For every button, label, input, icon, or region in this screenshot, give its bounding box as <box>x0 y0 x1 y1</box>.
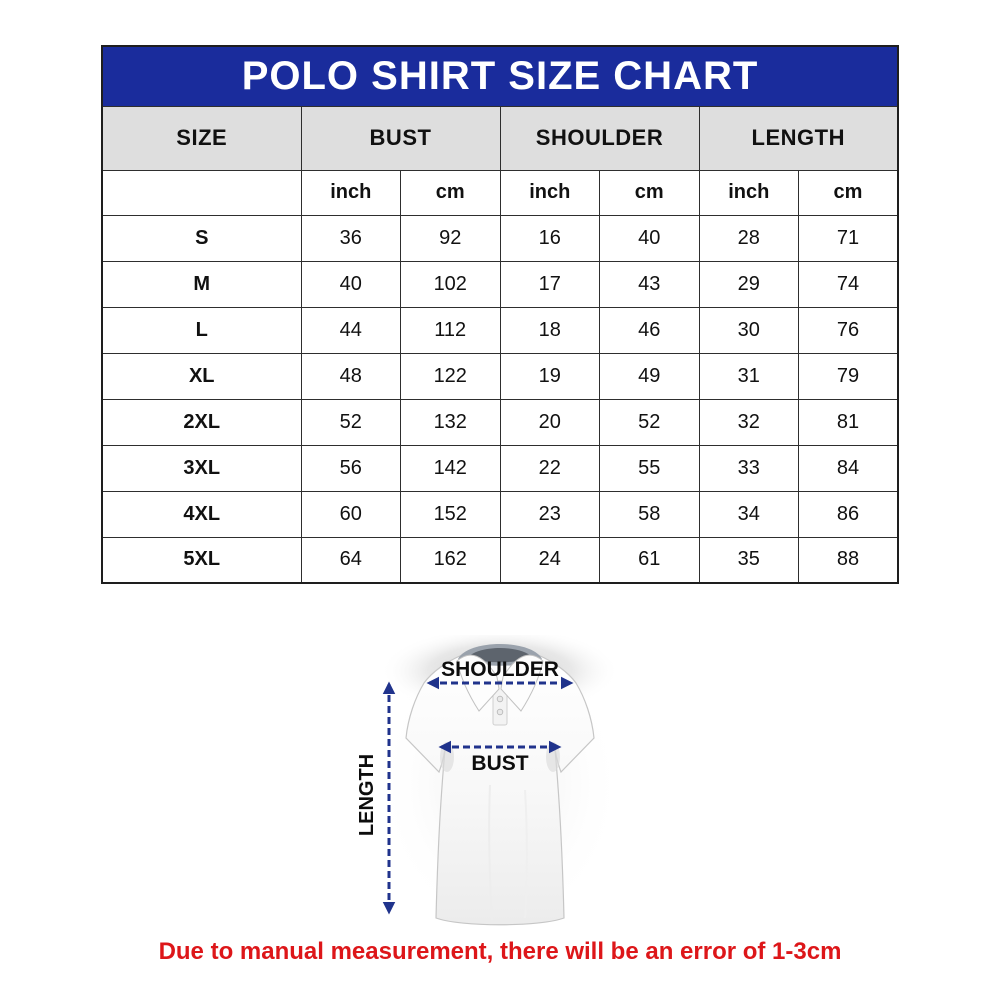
value-cell: 18 <box>499 306 600 354</box>
value-cell: 40 <box>300 260 401 308</box>
page-title: POLO SHIRT SIZE CHART <box>101 45 899 107</box>
size-chart-table: POLO SHIRT SIZE CHART SIZE BUST SHOULDER… <box>101 45 899 584</box>
value-cell: 112 <box>400 306 501 354</box>
value-cell: 142 <box>400 444 501 492</box>
unit-cell: inch <box>300 169 401 216</box>
empty-cell <box>101 169 302 216</box>
table-row: 3XL 56 142 22 55 33 84 <box>101 444 899 492</box>
value-cell: 19 <box>499 352 600 400</box>
size-cell: S <box>101 214 302 262</box>
value-cell: 52 <box>599 398 700 446</box>
header-bust: BUST <box>300 105 501 171</box>
value-cell: 152 <box>400 490 501 538</box>
value-cell: 122 <box>400 352 501 400</box>
value-cell: 43 <box>599 260 700 308</box>
value-cell: 58 <box>599 490 700 538</box>
value-cell: 28 <box>698 214 799 262</box>
value-cell: 22 <box>499 444 600 492</box>
value-cell: 31 <box>698 352 799 400</box>
value-cell: 46 <box>599 306 700 354</box>
value-cell: 81 <box>798 398 899 446</box>
size-cell: L <box>101 306 302 354</box>
size-cell: XL <box>101 352 302 400</box>
value-cell: 92 <box>400 214 501 262</box>
value-cell: 79 <box>798 352 899 400</box>
size-cell: 2XL <box>101 398 302 446</box>
table-row: 4XL 60 152 23 58 34 86 <box>101 490 899 538</box>
table-row: L 44 112 18 46 30 76 <box>101 306 899 354</box>
value-cell: 86 <box>798 490 899 538</box>
header-shoulder: SHOULDER <box>499 105 700 171</box>
value-cell: 71 <box>798 214 899 262</box>
table-row: M 40 102 17 43 29 74 <box>101 260 899 308</box>
value-cell: 84 <box>798 444 899 492</box>
value-cell: 49 <box>599 352 700 400</box>
unit-cell: cm <box>798 169 899 216</box>
unit-cell: inch <box>499 169 600 216</box>
value-cell: 132 <box>400 398 501 446</box>
value-cell: 32 <box>698 398 799 446</box>
value-cell: 48 <box>300 352 401 400</box>
table-row: 5XL 64 162 24 61 35 88 <box>101 536 899 584</box>
table-row: 2XL 52 132 20 52 32 81 <box>101 398 899 446</box>
polo-measurement-diagram: SHOULDER BUST LENGTH <box>356 635 625 935</box>
header-row: SIZE BUST SHOULDER LENGTH <box>101 105 899 171</box>
size-cell: 4XL <box>101 490 302 538</box>
value-cell: 23 <box>499 490 600 538</box>
value-cell: 36 <box>300 214 401 262</box>
value-cell: 55 <box>599 444 700 492</box>
value-cell: 40 <box>599 214 700 262</box>
value-cell: 17 <box>499 260 600 308</box>
unit-row: inch cm inch cm inch cm <box>101 169 899 216</box>
value-cell: 60 <box>300 490 401 538</box>
value-cell: 44 <box>300 306 401 354</box>
polo-shirt-illustration <box>405 644 595 926</box>
value-cell: 30 <box>698 306 799 354</box>
value-cell: 61 <box>599 536 700 584</box>
unit-cell: inch <box>698 169 799 216</box>
header-size: SIZE <box>101 105 302 171</box>
table-row: S 36 92 16 40 28 71 <box>101 214 899 262</box>
value-cell: 64 <box>300 536 401 584</box>
size-cell: 3XL <box>101 444 302 492</box>
button <box>496 708 504 716</box>
value-cell: 35 <box>698 536 799 584</box>
length-label: LENGTH <box>356 754 378 836</box>
value-cell: 20 <box>499 398 600 446</box>
value-cell: 24 <box>499 536 600 584</box>
value-cell: 76 <box>798 306 899 354</box>
value-cell: 16 <box>499 214 600 262</box>
value-cell: 33 <box>698 444 799 492</box>
value-cell: 29 <box>698 260 799 308</box>
size-cell: 5XL <box>101 536 302 584</box>
unit-cell: cm <box>599 169 700 216</box>
shoulder-label: SHOULDER <box>441 658 559 681</box>
value-cell: 56 <box>300 444 401 492</box>
title-bar: POLO SHIRT SIZE CHART <box>101 45 899 107</box>
value-cell: 74 <box>798 260 899 308</box>
table-row: XL 48 122 19 49 31 79 <box>101 352 899 400</box>
unit-cell: cm <box>400 169 501 216</box>
size-cell: M <box>101 260 302 308</box>
value-cell: 52 <box>300 398 401 446</box>
value-cell: 88 <box>798 536 899 584</box>
value-cell: 34 <box>698 490 799 538</box>
header-length: LENGTH <box>698 105 899 171</box>
button <box>496 695 504 703</box>
measurement-note: Due to manual measurement, there will be… <box>158 938 842 965</box>
bust-label: BUST <box>471 752 528 775</box>
value-cell: 102 <box>400 260 501 308</box>
value-cell: 162 <box>400 536 501 584</box>
